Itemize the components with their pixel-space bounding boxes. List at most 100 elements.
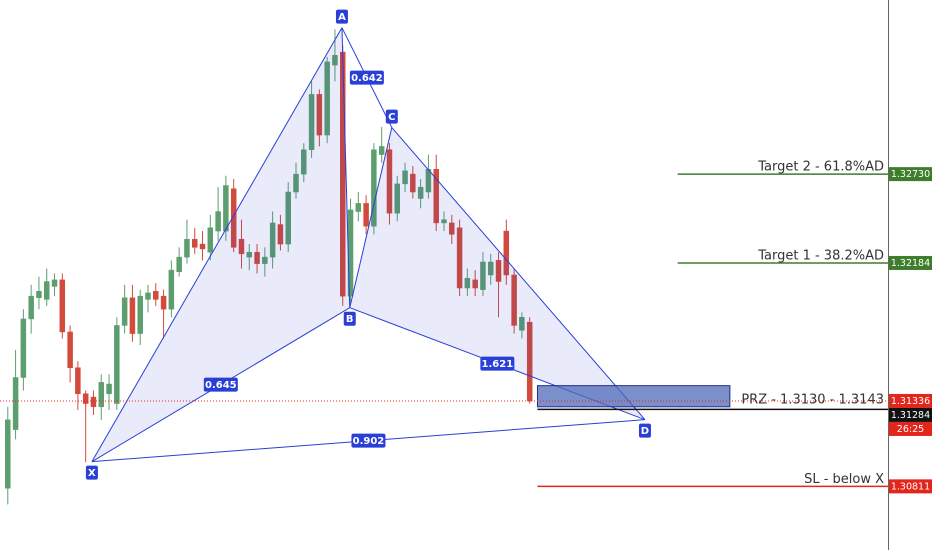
- candle-body: [153, 291, 159, 300]
- candle-body: [90, 396, 97, 408]
- level-label: Target 1 - 38.2%AD: [757, 248, 884, 263]
- candle-body: [82, 393, 89, 404]
- candle-body: [230, 188, 237, 248]
- candle-body: [20, 318, 27, 378]
- pattern-point-label: B: [346, 314, 354, 325]
- candle-body: [269, 222, 276, 258]
- candle-body: [285, 191, 291, 245]
- price-badge-label: 1.31336: [891, 396, 930, 407]
- ratio-label: 0.642: [351, 73, 383, 84]
- candle-body: [355, 203, 362, 212]
- candle-body: [223, 185, 229, 232]
- candle-body: [160, 295, 167, 310]
- price-badge-label: 1.32184: [891, 258, 930, 269]
- ratio-label: 0.645: [205, 380, 237, 391]
- candle-body: [332, 55, 338, 66]
- candle-body: [207, 227, 214, 253]
- candle-body: [378, 146, 385, 155]
- candle-body: [137, 295, 143, 334]
- pattern-point: [85, 465, 98, 480]
- prz-label: PRZ - 1.3130 - 1.3143: [741, 392, 884, 407]
- candle-body: [472, 279, 478, 289]
- candle-body: [503, 230, 510, 276]
- ratio-box: [349, 70, 384, 85]
- candle-body: [246, 251, 253, 258]
- pattern-point: [638, 423, 651, 438]
- candle-body: [519, 317, 525, 331]
- pattern-point-label: X: [88, 468, 96, 479]
- candle-body: [114, 325, 120, 404]
- prz-box: [536, 385, 731, 408]
- candle-body: [199, 243, 206, 250]
- pattern-point-label: D: [641, 426, 649, 437]
- price-badge-label: 1.30811: [891, 481, 930, 492]
- candle-body: [293, 173, 299, 193]
- candle-body: [371, 149, 377, 227]
- candle-body: [487, 261, 494, 276]
- pattern-point: [385, 109, 398, 124]
- candle-body: [43, 281, 50, 300]
- candle-body: [308, 94, 315, 150]
- candle-body: [168, 269, 175, 310]
- candle-body: [417, 186, 424, 199]
- candle-body: [464, 278, 471, 289]
- price-badge: [889, 421, 932, 436]
- candle-body: [301, 149, 307, 175]
- price-badge: [889, 407, 932, 422]
- candle-body: [410, 173, 416, 193]
- pattern-leg: [391, 127, 646, 420]
- candle-body: [262, 256, 268, 264]
- candle-body: [98, 382, 105, 408]
- candle-body: [526, 321, 533, 402]
- pattern-fill: [91, 27, 350, 462]
- pattern-leg: [91, 27, 343, 462]
- candle-body: [191, 238, 198, 248]
- candle-body: [386, 149, 393, 214]
- level-label: Target 2 - 61.8%AD: [757, 160, 884, 175]
- candle-body: [456, 227, 463, 289]
- candle-body: [363, 203, 369, 227]
- candle-body: [449, 222, 455, 235]
- candle-body: [75, 367, 81, 395]
- candle-body: [51, 279, 58, 287]
- pattern-leg: [349, 127, 393, 308]
- candle-body: [28, 295, 34, 320]
- candle-body: [511, 274, 517, 326]
- candle-body: [441, 219, 447, 224]
- candle-body: [215, 211, 221, 232]
- candle-body: [184, 238, 190, 258]
- pattern-leg: [341, 27, 351, 308]
- ratio-label: 1.621: [482, 359, 514, 370]
- candle-body: [316, 94, 323, 136]
- candle-body: [495, 260, 502, 282]
- candle-body: [324, 61, 330, 136]
- price-badge-label: 1.32730: [891, 169, 930, 180]
- candle-body: [176, 256, 182, 272]
- price-badge-label: 1.31284: [891, 410, 930, 421]
- candle-body: [145, 292, 151, 300]
- pattern-point-label: A: [338, 12, 346, 23]
- ratio-box: [203, 377, 238, 392]
- pattern-point: [335, 9, 348, 24]
- candle-body: [67, 331, 73, 369]
- price-badge: [889, 167, 932, 182]
- candle-body: [106, 383, 112, 395]
- ratio-box: [351, 433, 386, 448]
- candle-body: [5, 419, 11, 489]
- candle-body: [121, 297, 128, 326]
- candle-body: [402, 170, 408, 185]
- ratio-box: [480, 356, 515, 371]
- price-badge: [889, 479, 932, 494]
- level-label: SL - below X: [804, 472, 884, 487]
- pattern-point-label: C: [388, 112, 395, 123]
- candle-body: [277, 224, 284, 245]
- candle-body: [433, 168, 439, 224]
- candle-body: [129, 297, 136, 334]
- price-badge: [889, 393, 932, 408]
- candle-body: [238, 238, 245, 255]
- pattern-point: [343, 311, 356, 326]
- candle-body: [12, 377, 19, 430]
- candle-body: [36, 291, 42, 299]
